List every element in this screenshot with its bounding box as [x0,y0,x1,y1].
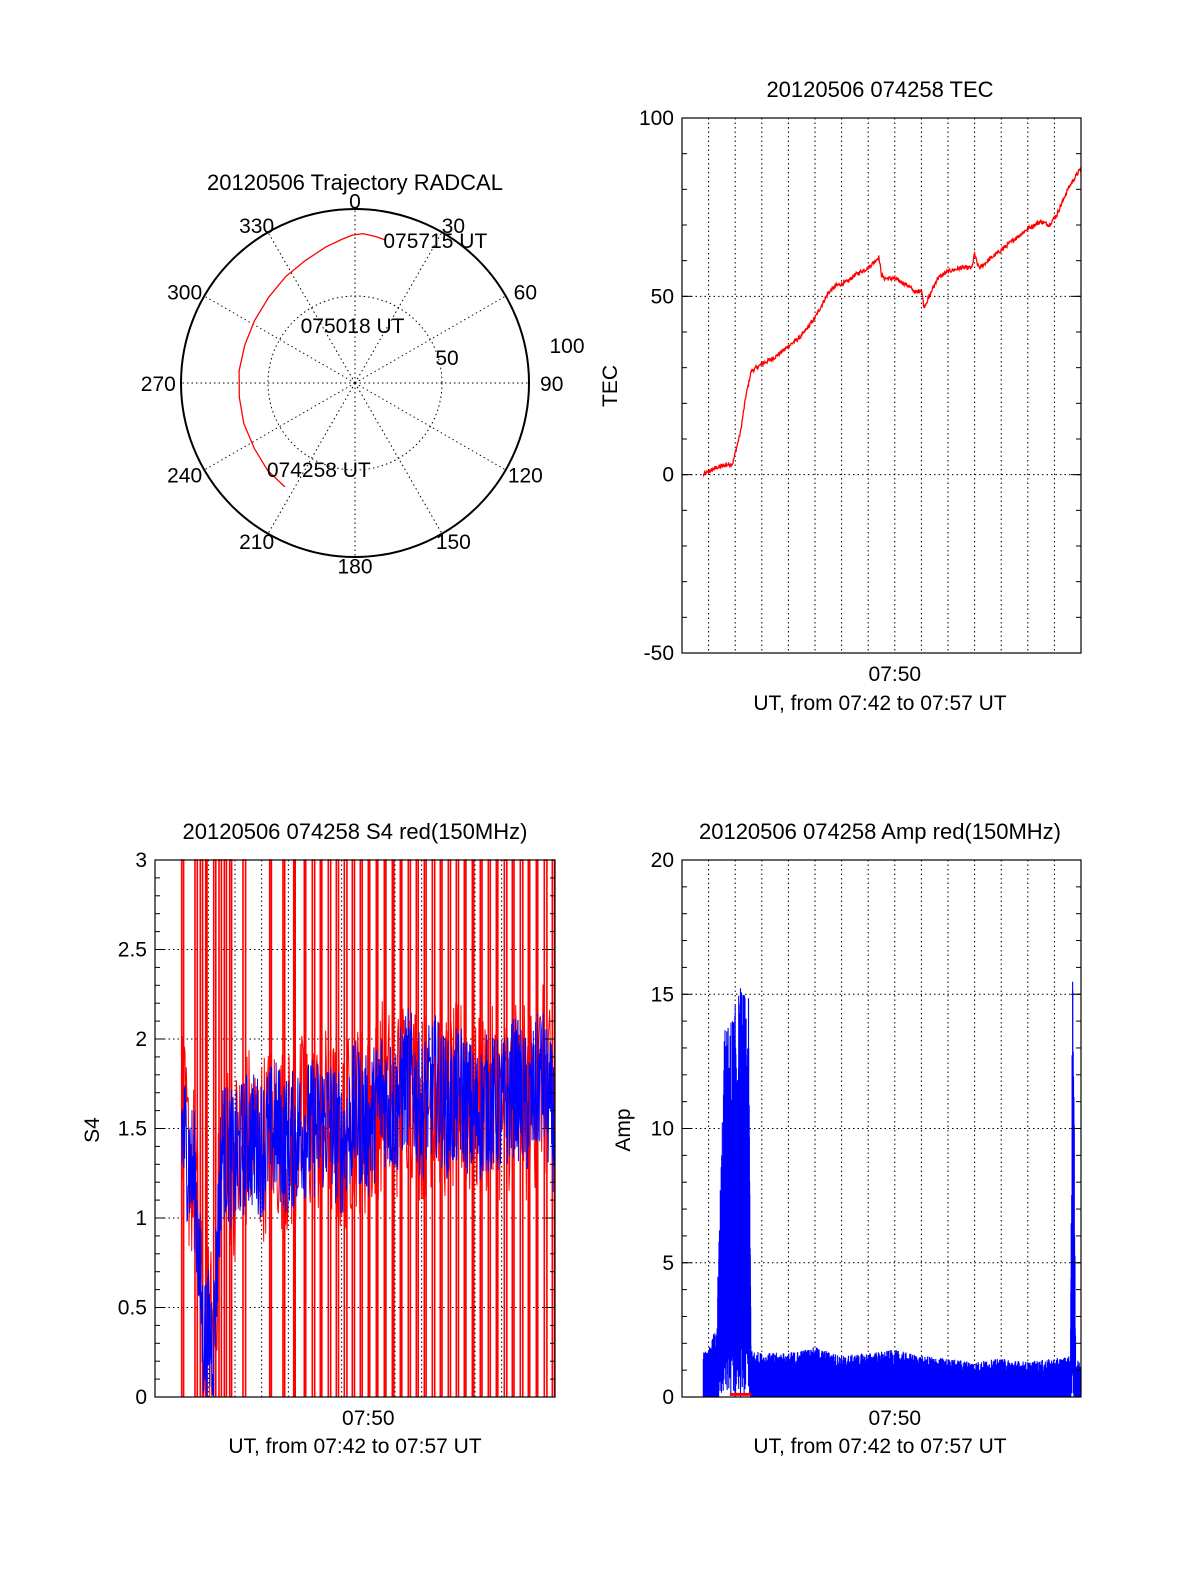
s4-plot: 20120506 074258 S4 red(150MHz) 0 0.5 1 1.5 2… [81,819,556,1458]
polar-angle-label: 330 [239,215,274,238]
trajectory-polar-plot: 20120506 Trajectory RADCAL 0 30 60 90 120 150… [141,170,585,579]
tec-x-ticks: 07:50 [869,663,922,686]
tec-series-line [702,167,1082,478]
trajectory-title: 20120506 Trajectory RADCAL [207,170,503,195]
trajectory-annotation: 074258 UT [267,459,371,482]
tec-ytick-label: -50 [644,642,674,665]
polar-angle-label: 270 [141,373,176,396]
polar-outer-circle [180,208,530,558]
polar-angle-label: 240 [167,464,202,487]
amp-xtick-label: 07:50 [869,1407,922,1430]
amp-plot: 20120506 074258 Amp red(150MHz) 0 5 10 15 20… [612,819,1082,1458]
polar-angle-label: 180 [337,556,372,579]
polar-spoke [354,232,443,384]
polar-grid [180,208,530,558]
tec-y-ticks: -50 0 50 100 [639,107,1081,665]
amp-grid [682,860,1081,1397]
polar-angle-label: 0 [349,190,361,213]
polar-angle-label: 210 [239,531,274,554]
polar-spoke [354,295,506,384]
tec-series [702,167,1082,478]
s4-title: 20120506 074258 S4 red(150MHz) [183,819,528,844]
tec-frame [681,117,1082,654]
s4-blue-line [181,1007,556,1398]
tec-ytick-label: 100 [639,107,674,130]
trajectory-annotation: 075715 UT [383,230,487,253]
tec-title: 20120506 074258 TEC [766,77,993,102]
polar-angle-label: 90 [540,373,563,396]
polar-spoke [354,382,443,534]
amp-ytick-label: 10 [651,1118,674,1141]
trajectory-annotation: 075018 UT [301,315,405,338]
amp-series [702,981,1082,1397]
tec-grid [682,118,1081,653]
s4-x-label: UT, from 07:42 to 07:57 UT [228,1435,481,1458]
polar-radius-labels: 50 100 [435,335,584,370]
trajectory-annotations: 075715 UT 075018 UT 074258 UT [267,230,488,482]
s4-xtick-label: 07:50 [342,1407,395,1430]
amp-x-ticks: 07:50 [869,1407,922,1430]
polar-spoke [267,382,356,534]
s4-series [180,859,556,1398]
polar-angle-label: 30 [442,215,465,238]
trajectory-series [238,232,386,488]
polar-spoke [204,382,356,471]
tec-y-label: TEC [599,365,622,407]
tec-xtick-label: 07:50 [869,663,922,686]
tec-ytick-label: 50 [651,285,674,308]
s4-ytick-label: 1 [135,1207,147,1230]
s4-x-ticks: 07:50 [342,1407,395,1430]
s4-ytick-label: 2.5 [118,939,147,962]
amp-y-label: Amp [612,1108,635,1151]
polar-angle-label: 150 [436,531,471,554]
tec-ytick-label: 0 [662,464,674,487]
amp-x-label: UT, from 07:42 to 07:57 UT [753,1435,1006,1458]
polar-spoke [204,295,356,384]
s4-y-label: S4 [81,1117,104,1143]
polar-radius-label: 50 [435,347,458,370]
polar-angle-labels: 0 30 60 90 120 150 180 210 240 270 300 330 [141,190,564,578]
tec-plot: 20120506 074258 TEC -50 0 50 100 07:50 UT, … [599,77,1082,715]
polar-angle-label: 300 [167,282,202,305]
s4-ytick-label: 3 [135,849,147,872]
amp-y-ticks: 0 5 10 15 20 [651,849,1081,1409]
amp-title: 20120506 074258 Amp red(150MHz) [699,819,1061,844]
polar-angle-label: 120 [508,464,543,487]
polar-radius-label: 100 [549,335,584,358]
amp-blue-signal [702,981,1082,1397]
polar-angle-label: 60 [514,282,537,305]
s4-ytick-label: 2 [135,1028,147,1051]
amp-ytick-label: 5 [662,1252,674,1275]
amp-ytick-label: 20 [651,849,674,872]
s4-y-ticks: 0 0.5 1 1.5 2 2.5 3 [118,849,555,1409]
s4-ytick-label: 1.5 [118,1118,147,1141]
polar-spoke [354,382,506,471]
tec-x-label: UT, from 07:42 to 07:57 UT [753,692,1006,715]
s4-ytick-label: 0 [135,1386,147,1409]
s4-ytick-label: 0.5 [118,1297,147,1320]
amp-ytick-label: 0 [662,1386,674,1409]
polar-spoke [267,232,356,384]
amp-ytick-label: 15 [651,983,674,1006]
trajectory-line [238,232,386,488]
